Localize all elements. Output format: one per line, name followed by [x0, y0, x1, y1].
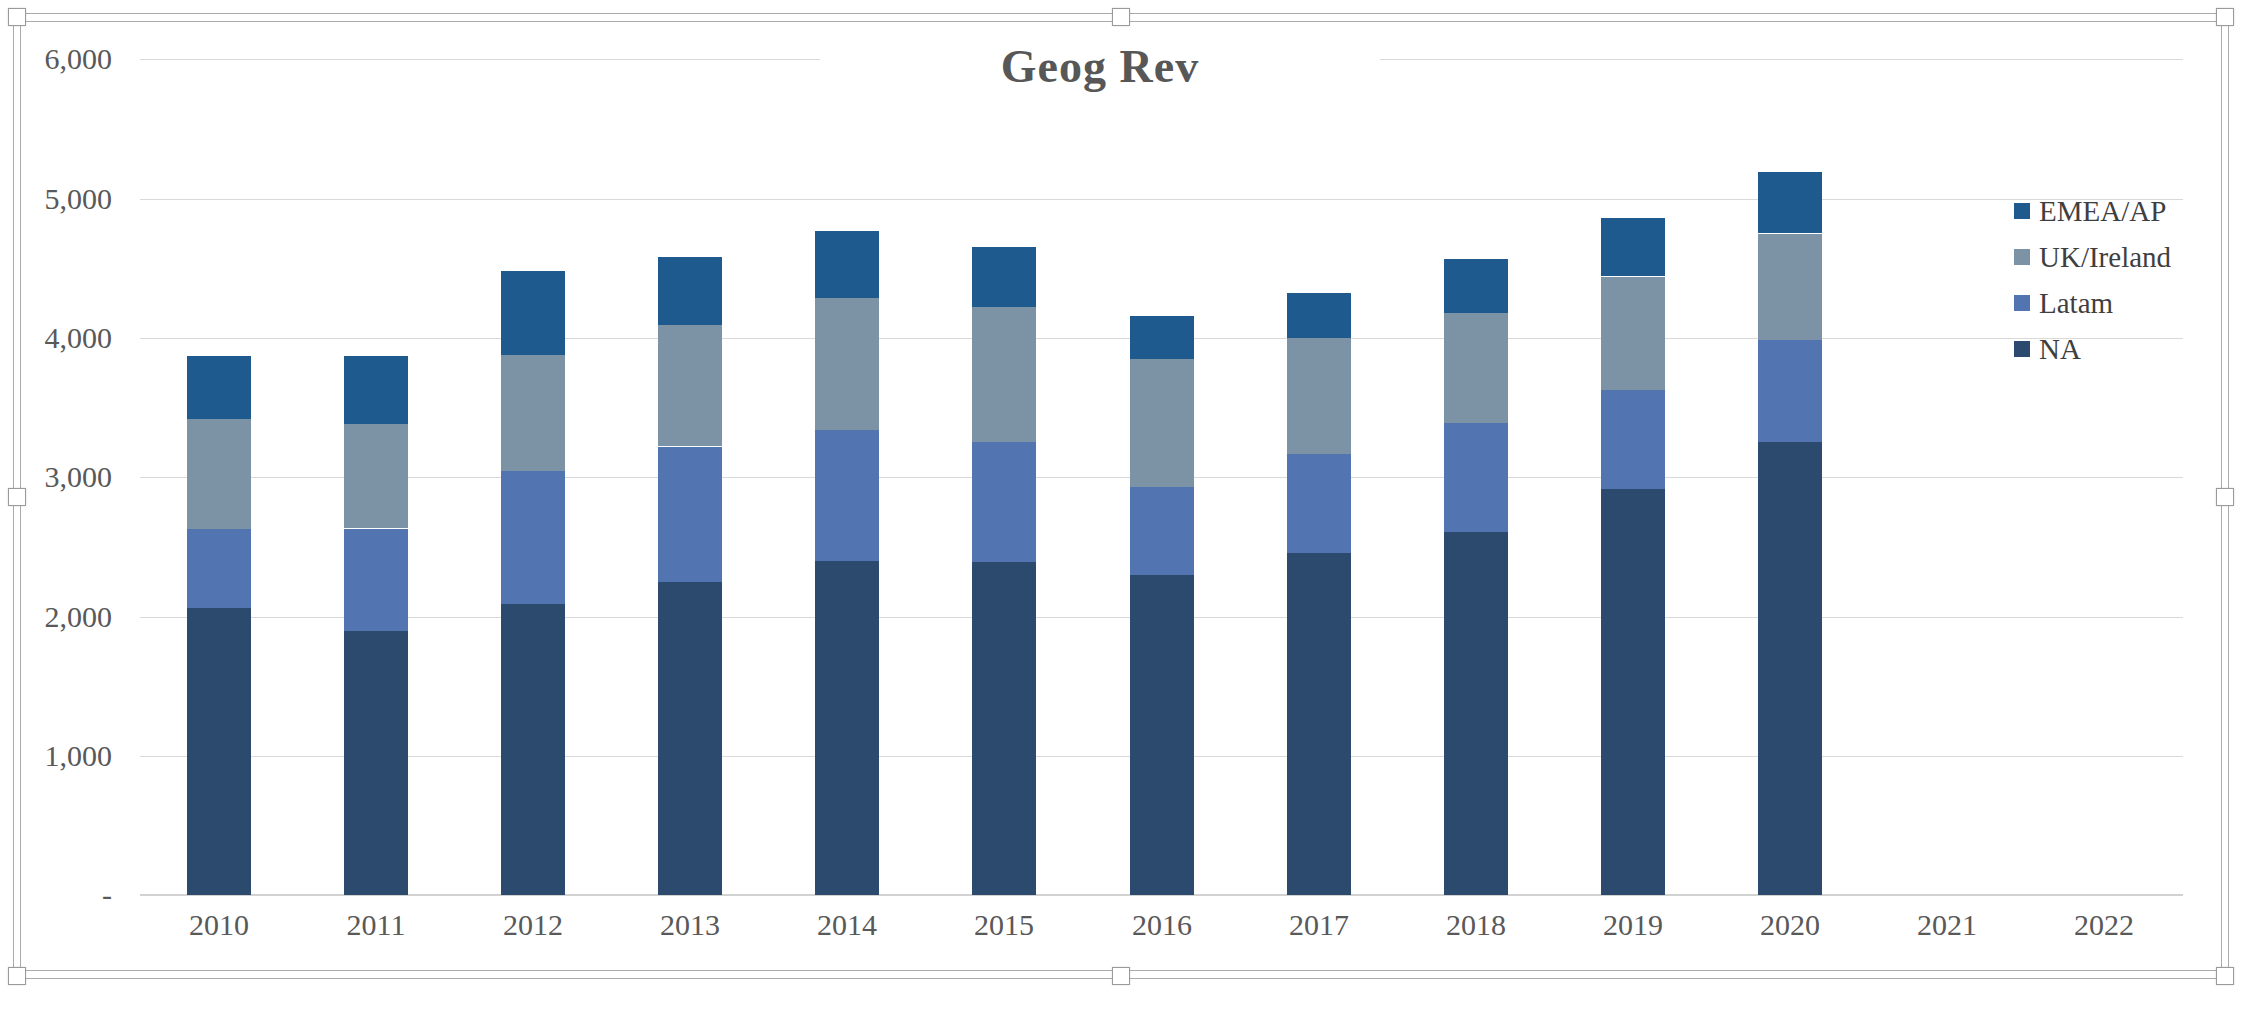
x-axis-label-2014[interactable]: 2014: [767, 908, 927, 942]
bar-segment-na-2013[interactable]: [658, 582, 722, 895]
bar-segment-latam-2020[interactable]: [1758, 339, 1822, 442]
bar-segment-latam-2014[interactable]: [815, 430, 879, 561]
y-axis-label-1000[interactable]: 1,000: [0, 741, 112, 771]
y-axis-label-4000[interactable]: 4,000: [0, 323, 112, 353]
legend-swatch-icon: [2014, 249, 2030, 265]
bar-segment-latam-2019[interactable]: [1601, 390, 1665, 489]
selection-handle-top-left[interactable]: [8, 8, 26, 26]
legend-item-emea-ap[interactable]: EMEA/AP: [2014, 195, 2166, 227]
bar-segment-na-2020[interactable]: [1758, 442, 1822, 895]
bar-segment-latam-2016[interactable]: [1130, 487, 1194, 575]
legend-item-label: NA: [2039, 333, 2081, 365]
selection-handle-top-right[interactable]: [2216, 8, 2234, 26]
bar-segment-uk-ireland-2015[interactable]: [972, 307, 1036, 442]
bar-segment-emea-ap-2019[interactable]: [1601, 218, 1665, 276]
bar-segment-emea-ap-2020[interactable]: [1758, 172, 1822, 233]
bar-segment-latam-2011[interactable]: [344, 529, 408, 631]
bar-segment-uk-ireland-2019[interactable]: [1601, 277, 1665, 390]
legend-item-na[interactable]: NA: [2014, 333, 2081, 365]
bar-segment-uk-ireland-2011[interactable]: [344, 424, 408, 528]
selection-handle-bottom-center[interactable]: [1112, 967, 1130, 985]
y-axis-label-0[interactable]: -: [0, 880, 112, 910]
selection-handle-bottom-right[interactable]: [2216, 967, 2234, 985]
bar-segment-uk-ireland-2017[interactable]: [1287, 338, 1351, 454]
bar-segment-emea-ap-2013[interactable]: [658, 257, 722, 325]
legend-item-label: EMEA/AP: [2039, 195, 2166, 227]
x-axis-label-2021[interactable]: 2021: [1867, 908, 2027, 942]
bar-segment-latam-2013[interactable]: [658, 447, 722, 582]
bar-segment-uk-ireland-2016[interactable]: [1130, 359, 1194, 487]
x-axis-label-2022[interactable]: 2022: [2024, 908, 2184, 942]
bar-segment-na-2010[interactable]: [187, 608, 251, 895]
excel-chart-canvas: -1,0002,0003,0004,0005,0006,000201020112…: [0, 0, 2258, 1010]
chart-title[interactable]: Geog Rev: [820, 36, 1380, 101]
selection-handle-bottom-left[interactable]: [8, 967, 26, 985]
x-axis-label-2018[interactable]: 2018: [1396, 908, 1556, 942]
legend-item-uk-ireland[interactable]: UK/Ireland: [2014, 241, 2171, 273]
bar-segment-latam-2017[interactable]: [1287, 454, 1351, 553]
bar-segment-emea-ap-2017[interactable]: [1287, 293, 1351, 338]
bar-segment-na-2015[interactable]: [972, 562, 1036, 895]
bar-segment-latam-2010[interactable]: [187, 529, 251, 608]
y-axis-label-5000[interactable]: 5,000: [0, 184, 112, 214]
bar-segment-uk-ireland-2018[interactable]: [1444, 313, 1508, 423]
legend-item-label: UK/Ireland: [2039, 241, 2171, 273]
x-axis-label-2019[interactable]: 2019: [1553, 908, 1713, 942]
bar-segment-na-2017[interactable]: [1287, 552, 1351, 895]
x-axis-label-2015[interactable]: 2015: [924, 908, 1084, 942]
bar-segment-latam-2018[interactable]: [1444, 423, 1508, 532]
bar-segment-emea-ap-2018[interactable]: [1444, 259, 1508, 313]
y-axis-label-6000[interactable]: 6,000: [0, 44, 112, 74]
selection-handle-middle-left[interactable]: [8, 488, 26, 506]
selection-handle-top-center[interactable]: [1112, 8, 1130, 26]
y-axis-label-2000[interactable]: 2,000: [0, 602, 112, 632]
x-axis-label-2016[interactable]: 2016: [1082, 908, 1242, 942]
bar-segment-emea-ap-2014[interactable]: [815, 231, 879, 298]
bar-segment-na-2012[interactable]: [501, 604, 565, 895]
bar-segment-na-2019[interactable]: [1601, 488, 1665, 895]
x-axis-label-2011[interactable]: 2011: [296, 908, 456, 942]
bar-segment-uk-ireland-2020[interactable]: [1758, 234, 1822, 340]
x-axis-label-2012[interactable]: 2012: [453, 908, 613, 942]
x-axis-label-2020[interactable]: 2020: [1710, 908, 1870, 942]
legend-swatch-icon: [2014, 203, 2030, 219]
bar-segment-emea-ap-2012[interactable]: [501, 271, 565, 355]
bar-segment-na-2014[interactable]: [815, 561, 879, 895]
legend-item-label: Latam: [2039, 287, 2113, 319]
bar-segment-emea-ap-2011[interactable]: [344, 356, 408, 424]
bar-segment-emea-ap-2010[interactable]: [187, 356, 251, 419]
x-axis-label-2010[interactable]: 2010: [139, 908, 299, 942]
bar-segment-na-2018[interactable]: [1444, 532, 1508, 895]
legend-swatch-icon: [2014, 295, 2030, 311]
x-axis-label-2013[interactable]: 2013: [610, 908, 770, 942]
x-axis-label-2017[interactable]: 2017: [1239, 908, 1399, 942]
bar-segment-uk-ireland-2013[interactable]: [658, 325, 722, 446]
bar-segment-na-2016[interactable]: [1130, 575, 1194, 895]
bar-segment-uk-ireland-2014[interactable]: [815, 298, 879, 430]
selection-handle-middle-right[interactable]: [2216, 488, 2234, 506]
bar-segment-emea-ap-2015[interactable]: [972, 247, 1036, 307]
bar-segment-na-2011[interactable]: [344, 630, 408, 895]
bar-segment-uk-ireland-2012[interactable]: [501, 355, 565, 471]
gridline-5000: [140, 199, 2183, 200]
bar-segment-emea-ap-2016[interactable]: [1130, 316, 1194, 359]
bar-segment-latam-2015[interactable]: [972, 442, 1036, 562]
legend-item-latam[interactable]: Latam: [2014, 287, 2113, 319]
bar-segment-latam-2012[interactable]: [501, 470, 565, 604]
bar-segment-uk-ireland-2010[interactable]: [187, 419, 251, 529]
legend-swatch-icon: [2014, 341, 2030, 357]
